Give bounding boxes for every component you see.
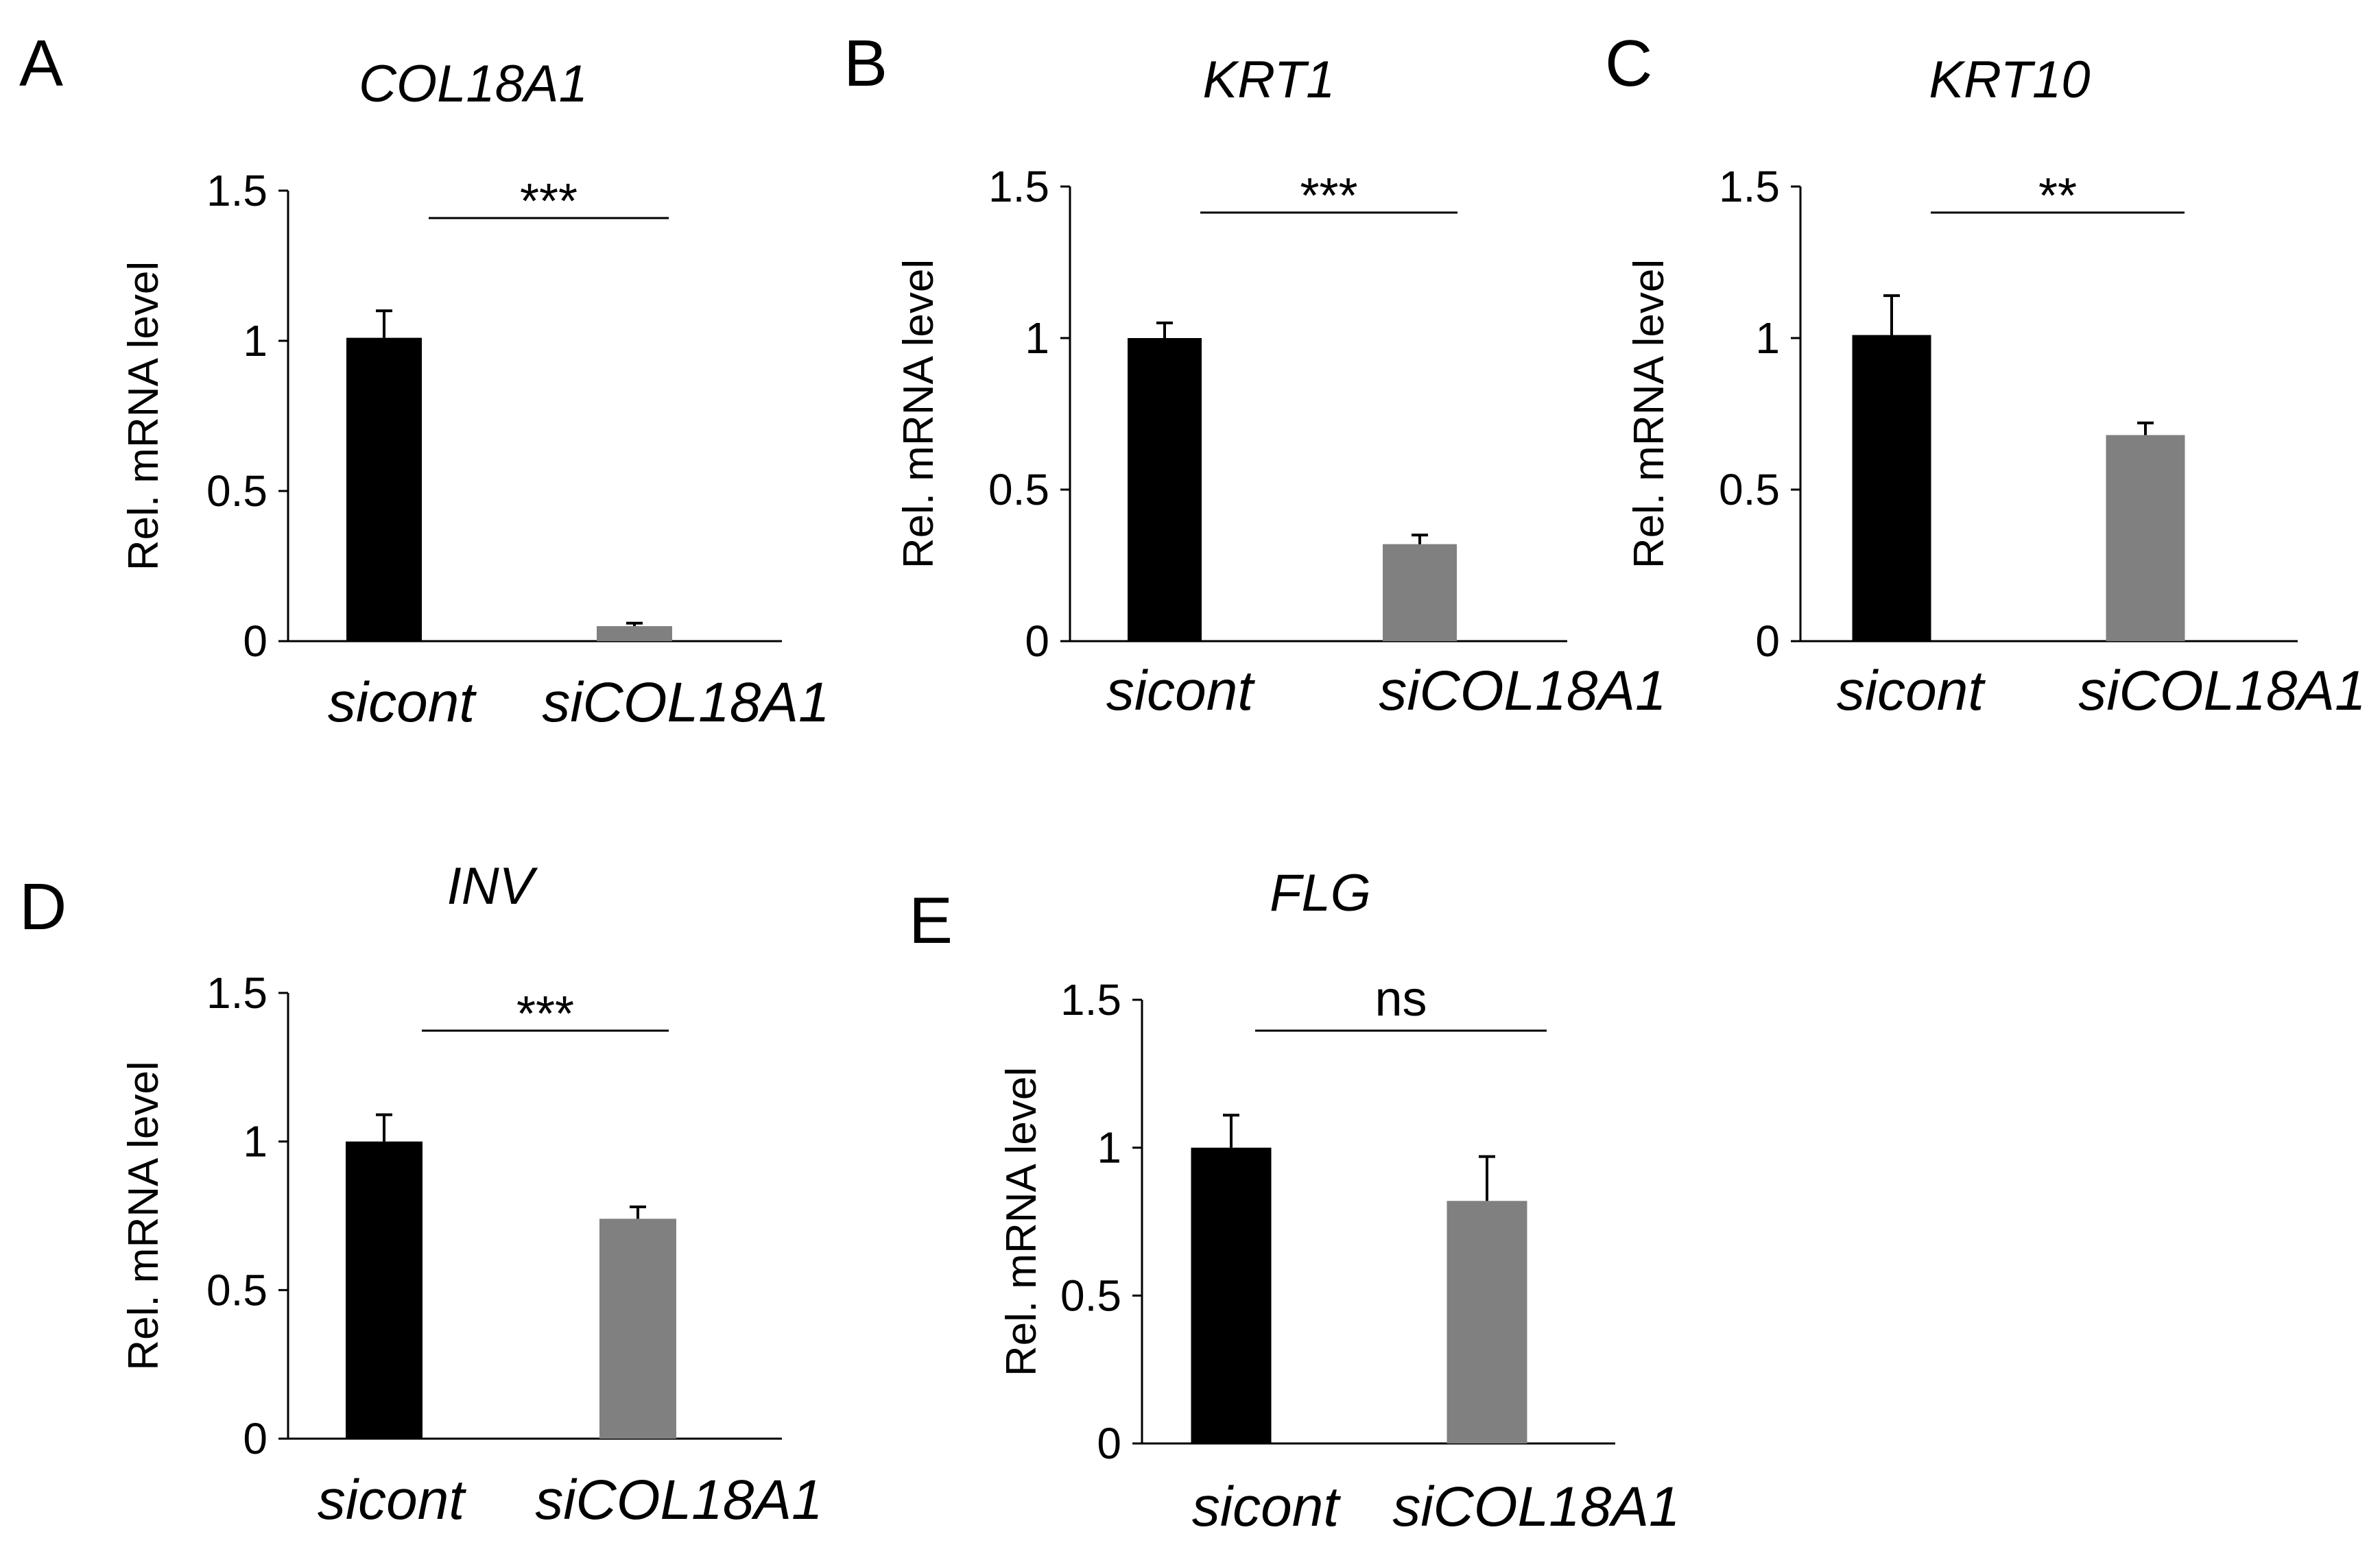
chart-panel-b: B KRT1 0 0.5 1 1.5 Rel. mRNA level sicont siCOL1… [844,27,1667,722]
y-axis-label: Rel. mRNA level [120,261,167,571]
y-tick-label: 0.5 [1060,1271,1121,1320]
bar-sicont [1852,335,1931,641]
panel-letter: E [909,884,953,957]
panel-letter: C [1605,27,1652,100]
chart-panel-c: C KRT10 0 0.5 1 1.5 Rel. mRNA level sicont siCOL… [1605,27,2366,722]
bar-sicol18a1 [597,626,672,641]
bar-sicont [1191,1147,1272,1443]
y-tick-label: 0 [1097,1419,1121,1468]
y-tick-label: 0.5 [206,466,267,516]
y-tick-label: 0.5 [988,465,1049,514]
x-category-label: sicont [328,671,477,734]
panel-letter: B [844,27,888,100]
y-tick-label: 1 [1097,1123,1121,1173]
bar-sicol18a1 [1383,544,1457,641]
significance-label: *** [520,174,578,229]
bar-sicol18a1 [599,1219,676,1439]
y-tick-label: 1 [1755,313,1780,363]
panel-letter: A [19,27,63,100]
y-tick-label: 0.5 [206,1265,267,1315]
y-axis-label: Rel. mRNA level [998,1067,1045,1376]
y-tick-label: 1.5 [206,166,267,215]
chart-panel-a: A COL18A1 0 0.5 1 1.5 Rel. mRNA level sicont siC… [19,27,830,734]
y-axis-label: Rel. mRNA level [895,259,942,568]
x-category-label: siCOL18A1 [2078,660,2366,722]
significance-label: *** [516,987,574,1042]
chart-title: KRT10 [1929,51,2090,109]
y-tick-label: 0 [243,1414,267,1463]
chart-title: KRT1 [1203,51,1335,109]
x-category-label: siCOL18A1 [1379,660,1666,722]
bar-sicont [1128,338,1202,641]
bar-sicont [346,1141,423,1439]
bar-sicol18a1 [1447,1201,1527,1443]
y-tick-label: 1.5 [1060,975,1121,1024]
y-tick-label: 0.5 [1719,465,1780,514]
chart-title: INV [447,857,538,915]
significance-label: ns [1375,972,1427,1027]
y-tick-label: 1 [243,1117,267,1166]
y-tick-label: 1.5 [1719,162,1780,211]
chart-panel-e: E FLG 0 0.5 1 1.5 Rel. mRNA level sicont siCOL18… [909,864,1680,1538]
bar-sicont [346,337,422,641]
y-tick-label: 0 [243,616,267,666]
y-tick-label: 1 [243,316,267,365]
x-category-label: siCOL18A1 [535,1469,822,1531]
chart-title: COL18A1 [359,55,588,113]
x-category-label: siCOL18A1 [542,671,829,734]
x-category-label: sicont [1192,1476,1341,1538]
significance-label: ** [2038,169,2077,224]
x-category-label: sicont [1837,660,1986,722]
y-axis-label: Rel. mRNA level [120,1061,167,1370]
y-tick-label: 1.5 [988,162,1049,211]
y-axis-label: Rel. mRNA level [1626,259,1673,568]
chart-panel-d: D INV 0 0.5 1 1.5 Rel. mRNA level sicont siCOL18… [19,857,823,1531]
x-category-label: sicont [318,1469,466,1531]
bar-sicol18a1 [2106,435,2185,641]
panel-letter: D [19,870,67,944]
y-tick-label: 1.5 [206,968,267,1018]
x-category-label: siCOL18A1 [1392,1476,1680,1538]
y-tick-label: 0 [1755,616,1780,666]
y-tick-label: 0 [1025,616,1049,666]
x-category-label: sicont [1106,660,1255,722]
y-tick-label: 1 [1025,313,1049,363]
significance-label: *** [1300,169,1357,224]
chart-title: FLG [1270,864,1371,922]
